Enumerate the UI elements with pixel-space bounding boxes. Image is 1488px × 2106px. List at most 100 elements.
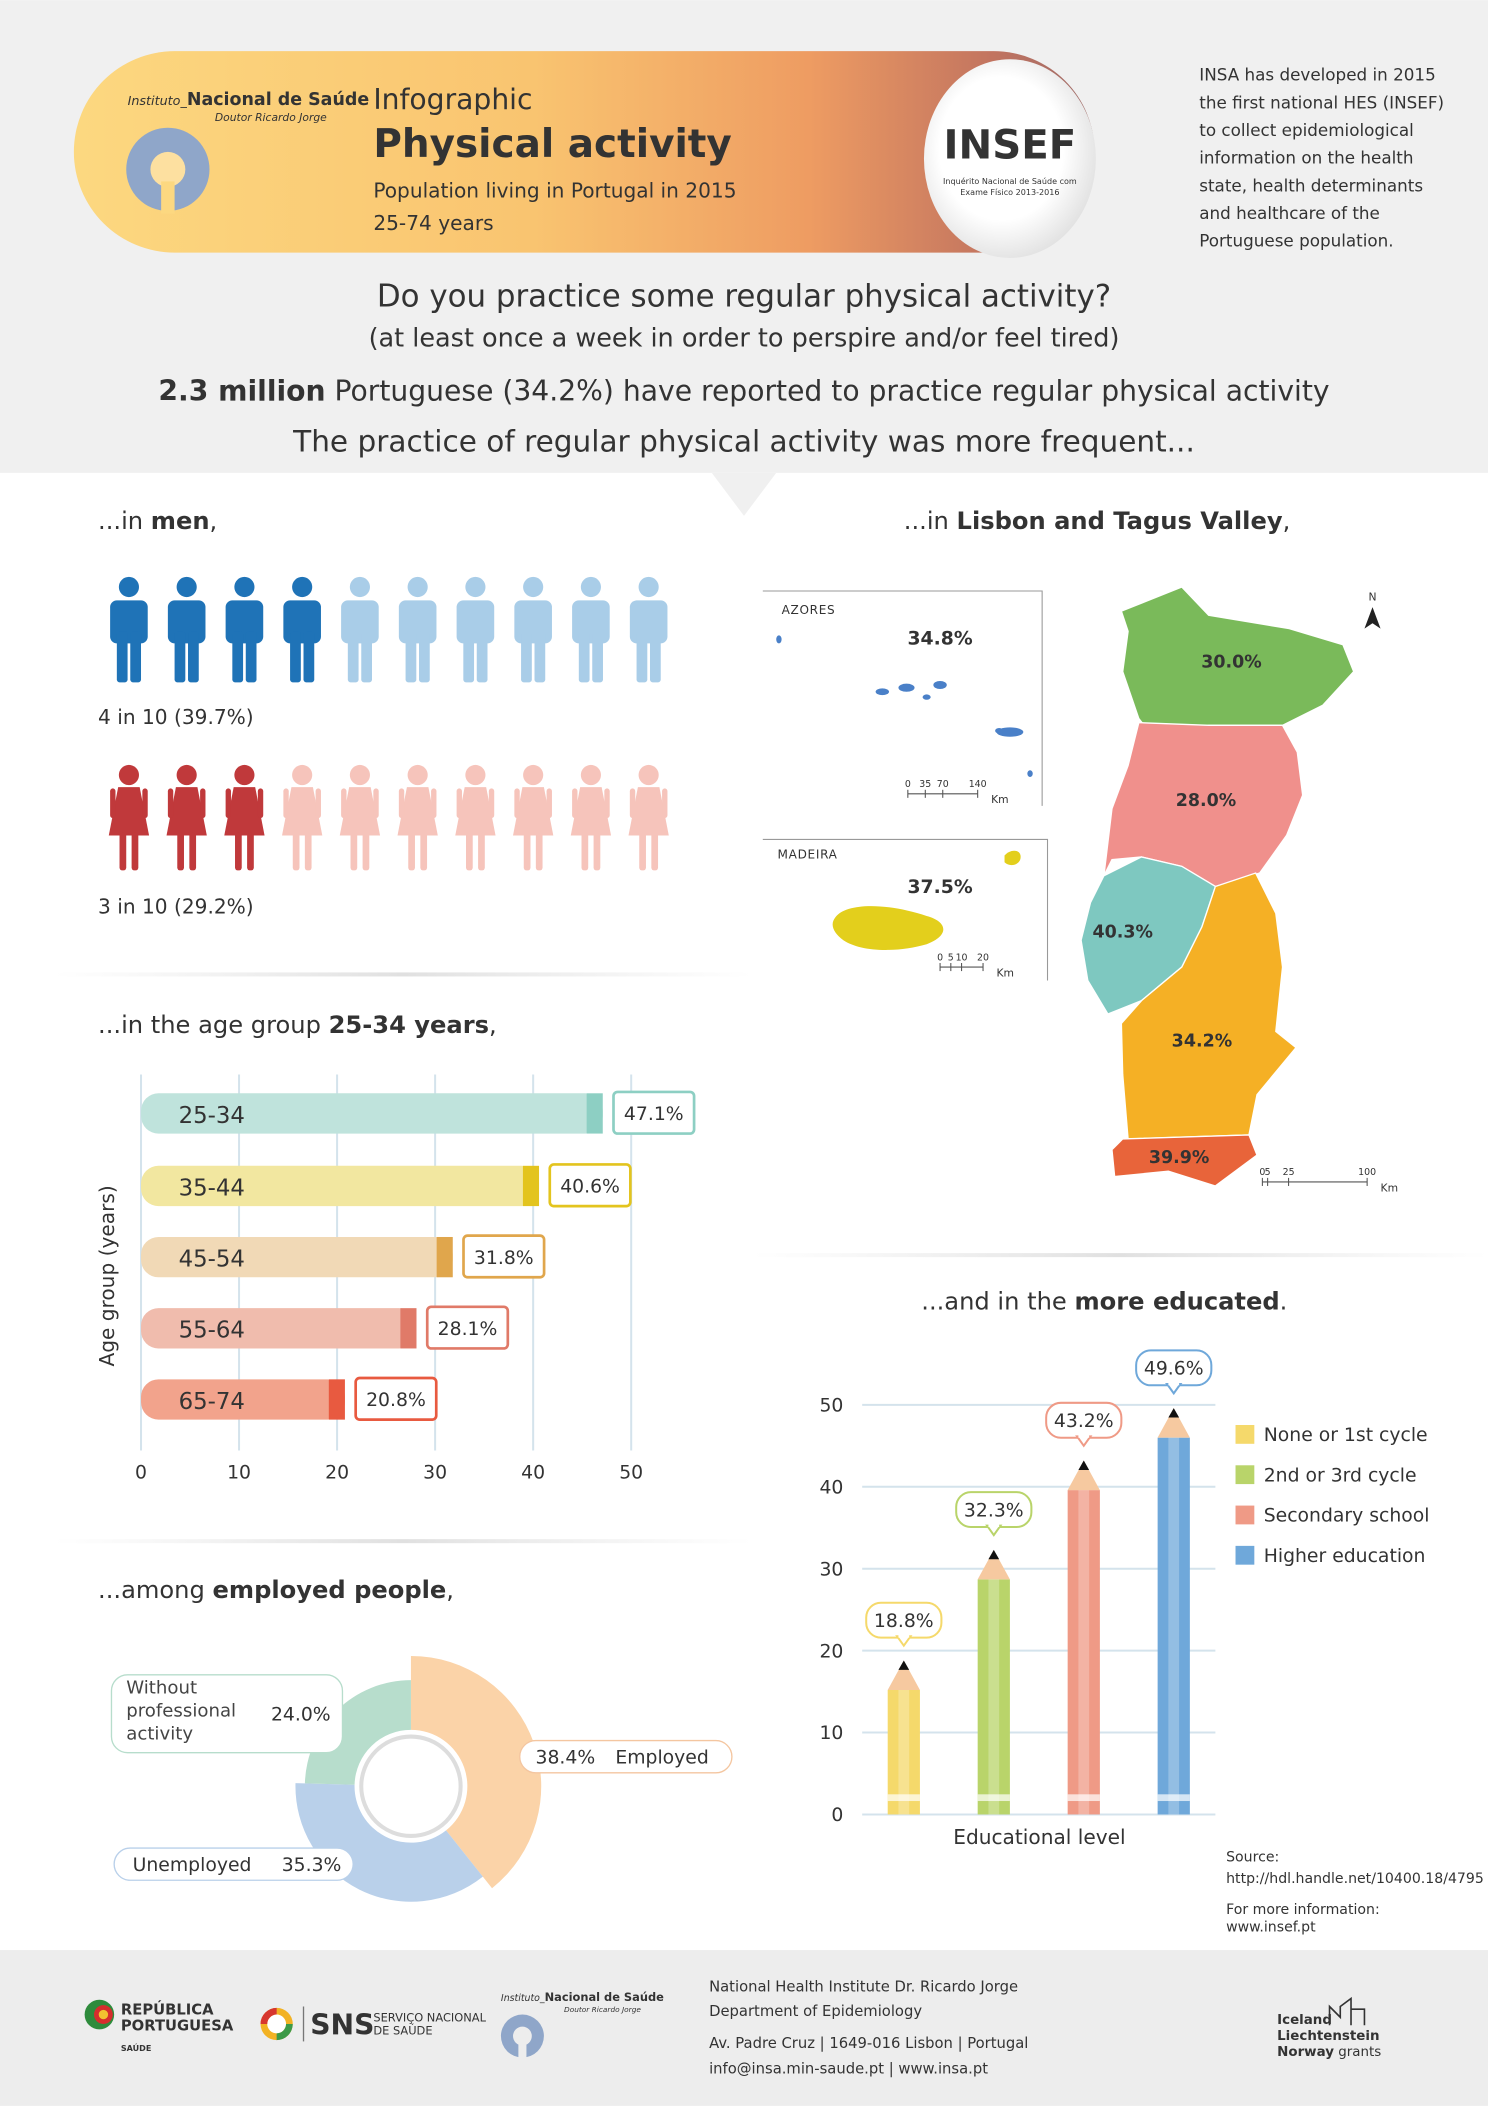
icon-leg [130, 631, 142, 683]
icon-arm [373, 788, 379, 818]
grants-logo [1328, 1996, 1366, 2026]
bar [141, 1379, 345, 1420]
insa-footer-name: Instituto_Nacional de Saúde [501, 1990, 664, 2004]
subtitle: Population living in Portugal in 2015 [373, 179, 736, 203]
icon-dress [628, 787, 669, 836]
value-box [612, 1090, 696, 1135]
address-line: info@insa.min-saude.pt | www.insa.pt [709, 2061, 988, 2078]
icon-empty [282, 764, 323, 871]
icon-head [349, 576, 370, 598]
question-title: Do you practice some regular physical ac… [377, 278, 1111, 314]
subtitle: 25-74 years [373, 211, 493, 235]
x-tick-label: 40 [521, 1463, 545, 1484]
heading-post: , [446, 1576, 454, 1604]
category-label: 65-74 [179, 1389, 245, 1415]
icon-empty [341, 576, 379, 683]
bar-cap [522, 1165, 540, 1207]
icon-head [407, 764, 428, 786]
pencil [887, 1660, 920, 1815]
scale-label: 0 [1259, 1167, 1265, 1178]
icon-filled [108, 764, 150, 871]
heading-bold: more educated [1074, 1288, 1279, 1316]
insa-footer-logo [500, 2014, 544, 2061]
icon-head [638, 764, 659, 786]
bar-cap [436, 1236, 453, 1278]
legend-label: Higher education [1264, 1546, 1426, 1567]
icon-leg [463, 631, 475, 683]
donut-slice [304, 1680, 411, 1785]
icon-arm [514, 788, 520, 818]
icon-body [110, 600, 148, 644]
icon-leg [581, 832, 589, 871]
scale-label: 0 [905, 779, 911, 790]
slice-name: Without professional activity [126, 1677, 237, 1745]
result: 2.3 million Portuguese (34.2%) have repo… [158, 374, 1329, 407]
icon-body [398, 600, 437, 644]
y-tick-label: 30 [819, 1559, 843, 1580]
value-label: 47.1% [624, 1104, 684, 1125]
icon-leg [304, 832, 312, 871]
heading-post: . [1280, 1288, 1288, 1316]
value-label: 31.8% [474, 1248, 534, 1269]
side-note: INSA has developed in 2015 [1199, 65, 1436, 85]
value-label: 43.2% [1054, 1411, 1114, 1432]
value-label: 18.8% [874, 1611, 934, 1632]
icon-leg [189, 832, 197, 871]
icon-arm [572, 788, 578, 818]
icon-leg [290, 631, 301, 683]
slice-value: 24.0% [271, 1704, 331, 1725]
icon-leg [535, 832, 543, 871]
heading-pre: ...in [904, 507, 949, 535]
sns: SNS [310, 2009, 374, 2042]
kicker: Infographic [373, 83, 532, 116]
bubble-pointer [895, 1635, 913, 1648]
insa-sub: Doutor Ricardo Jorge [564, 2005, 641, 2014]
pencil-tip [1078, 1460, 1090, 1470]
value-label: 32.3% [964, 1500, 1024, 1521]
icon-empty [514, 576, 552, 683]
legend-swatch [1235, 1545, 1255, 1565]
icon-leg [639, 832, 646, 871]
insa-logo [126, 127, 210, 214]
icon-filled [110, 576, 148, 683]
x-tick-label: 10 [227, 1463, 251, 1484]
institute-sub: Doutor Ricardo Jorge [215, 111, 327, 124]
icon-empty [628, 764, 669, 871]
icon-leg [174, 631, 186, 683]
pencil-stripe [988, 1579, 1000, 1815]
footer-band [0, 1950, 1488, 2106]
icon-leg [478, 832, 485, 871]
icon-leg [177, 832, 184, 871]
icon-leg [405, 631, 417, 683]
pencil-body [887, 1689, 920, 1815]
icon-arm [431, 788, 437, 818]
islands [776, 635, 1033, 778]
island [922, 694, 931, 700]
pencil-band [1157, 1794, 1190, 1802]
icon-arm [662, 788, 668, 818]
icon-leg [523, 832, 531, 871]
icon-body [572, 600, 610, 644]
insef-caption: Inquérito Nacional de Saúde com [943, 176, 1077, 186]
icon-empty [398, 576, 437, 683]
icon-head [465, 576, 486, 598]
y-tick-label: 40 [819, 1477, 843, 1498]
inset-frame [762, 838, 1049, 981]
legend-swatch [1235, 1465, 1255, 1485]
icon-dress [397, 787, 438, 836]
icon-leg [420, 832, 428, 871]
region-value: 28.0% [1176, 791, 1237, 811]
scale-unit: Km [996, 966, 1013, 979]
icon-filled [167, 576, 206, 683]
icon-body [514, 600, 552, 644]
icon-leg [116, 631, 128, 683]
institute-name: Instituto_Nacional de Saúde [128, 90, 370, 110]
y-tick-label: 20 [819, 1641, 843, 1662]
icon-arm [456, 788, 462, 818]
scale-label: 25 [1283, 1167, 1295, 1178]
bar [141, 1165, 540, 1207]
slice-name-box: Without professional activity [126, 1677, 237, 1745]
grants-norway: Norway grants [1277, 2045, 1381, 2060]
insa-name: Nacional de Saúde [545, 1990, 665, 2004]
icon-leg [636, 631, 648, 683]
